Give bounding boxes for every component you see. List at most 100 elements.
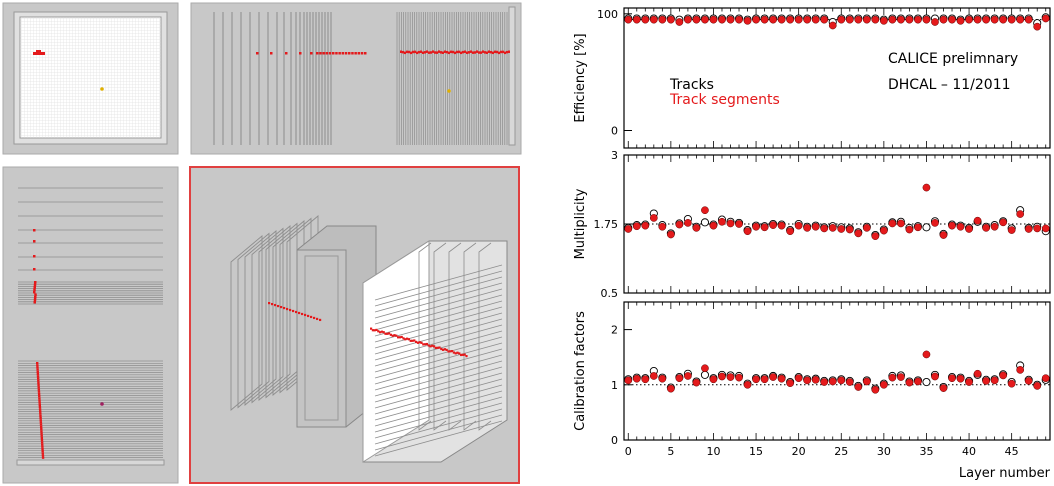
point-track-segments [632,15,641,24]
hit [270,52,273,55]
hit [36,364,39,367]
point-track-segments [794,374,803,383]
point-track-segments [862,377,871,386]
y-tick-label: 2 [611,324,618,337]
x-tick-label: 10 [706,445,720,458]
hit [33,288,36,291]
hit [38,403,41,406]
point-track-segments [871,385,880,394]
hit [496,50,498,54]
hit [274,303,277,307]
hit [39,417,42,420]
3d-view-panel [189,166,520,484]
point-track-segments [667,384,675,393]
point-track-segments [948,15,956,24]
point-track-segments [760,375,769,384]
point-track-segments [862,15,871,24]
x-tick-label: 35 [919,445,933,458]
hit [299,52,302,55]
hit [454,352,457,355]
y-tick-label: 1 [611,379,618,392]
hit [440,347,443,351]
hit [280,305,283,309]
front-hits [33,50,104,91]
hit [445,348,448,352]
hit [415,340,418,344]
hit [416,51,418,55]
point-track-segments [922,15,931,24]
hit [436,51,438,54]
point-track-segments [880,226,888,235]
hit [506,50,508,54]
hit [400,335,403,339]
hit [41,452,44,455]
hit [465,355,468,358]
hit [468,51,470,54]
hit [450,50,452,54]
hit [384,332,387,335]
point-track-segments [956,16,965,25]
plot-frame [623,301,1051,441]
hit [400,50,402,53]
hit [41,456,45,459]
hit [351,52,354,55]
hit [40,436,44,439]
point-track-segments [973,15,982,24]
point-track-segments [641,375,650,384]
hit [33,240,36,243]
hit [466,51,468,55]
hit [480,51,482,54]
hit [447,350,450,353]
hit [375,328,378,332]
point-track-segments [760,223,769,232]
hit [434,346,437,350]
point-track-segments [752,15,760,24]
x-tick-label: 40 [962,445,976,458]
side-view-panel [190,2,522,155]
point-track-segments [624,15,633,24]
point-track-segments [914,223,922,232]
hit [436,346,439,349]
hit [446,50,448,54]
hit [389,333,392,336]
point-track-segments [905,15,914,24]
hit [458,352,461,355]
point-track-segments [726,15,735,24]
hit [41,450,44,453]
hit [451,349,454,353]
hit [37,392,41,395]
point-track-segments [743,227,752,236]
point-track-segments [854,15,863,24]
y-tick-label: 1.75 [594,218,619,231]
hit [492,51,494,55]
point-track-segments [1024,225,1033,233]
point-track-segments [939,231,948,239]
hit [444,50,446,53]
point-track-segments [982,224,990,232]
hit [502,50,504,54]
hit [474,51,476,54]
point-track-segments [735,373,743,382]
point-track-segments [684,219,692,227]
hit [380,330,383,333]
point-track-segments [1007,379,1016,388]
point-track-segments [811,375,820,384]
point-track-segments [862,224,871,232]
hit [472,51,474,54]
hit [382,331,385,334]
hit [478,51,480,54]
hit [40,434,43,437]
point-track-segments [743,380,752,389]
y-tick-label: 0.5 [601,287,619,300]
point-track-segments [845,378,854,386]
hit [386,332,389,335]
hit [427,344,430,347]
point-track-segments [1041,374,1050,383]
hit [34,296,37,299]
hit [461,353,464,356]
hit [404,51,406,55]
hit [486,51,488,54]
hit [410,51,412,55]
hit [39,419,42,422]
hit [283,306,286,310]
